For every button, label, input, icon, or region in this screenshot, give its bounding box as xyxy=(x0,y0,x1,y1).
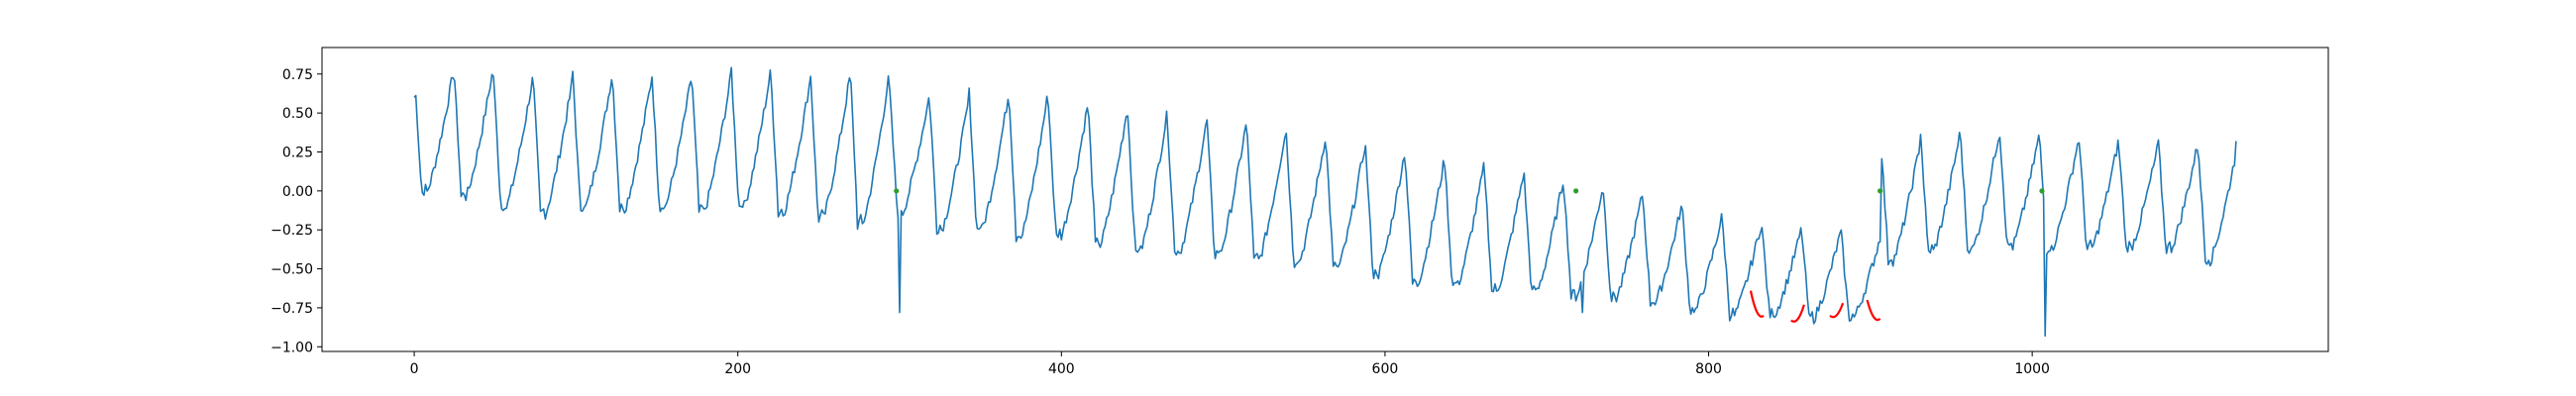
highlighted-minimum-segment xyxy=(1749,290,1765,318)
x-tick-label: 600 xyxy=(1372,361,1399,377)
series-layer xyxy=(413,66,2237,338)
x-axis: 0 200 400 600 800 1000 xyxy=(410,351,2050,377)
highlighted-minimum-segment xyxy=(1866,299,1881,322)
plot-area xyxy=(322,48,2328,351)
axes-frame xyxy=(321,47,2329,352)
y-tick-label: 0.50 xyxy=(282,106,313,122)
x-tick-label: 400 xyxy=(1048,361,1075,377)
plot-background xyxy=(322,48,2328,351)
highlighted-minimum-segment xyxy=(1790,304,1805,323)
green-marker-point xyxy=(2039,188,2045,194)
y-tick-label: 0.00 xyxy=(282,184,313,200)
highlighted-minimum-segment xyxy=(1829,302,1845,319)
x-tick-label: 800 xyxy=(1695,361,1722,377)
y-tick-label: −1.00 xyxy=(270,340,313,355)
marker-layer xyxy=(894,188,2045,323)
y-tick-label: 0.25 xyxy=(282,145,313,160)
y-tick-label: −0.75 xyxy=(270,301,313,317)
x-tick-label: 0 xyxy=(410,361,419,377)
y-axis: 0.75 0.50 0.25 0.00 −0.25 −0.50 −0.75 −1.00 xyxy=(270,67,322,355)
green-marker-point xyxy=(1573,188,1579,194)
y-tick-label: 0.75 xyxy=(282,67,313,83)
green-marker-point xyxy=(1878,188,1883,194)
green-marker-point xyxy=(894,188,900,194)
y-tick-label: −0.25 xyxy=(270,223,313,239)
x-tick-label: 200 xyxy=(724,361,751,377)
y-tick-label: −0.50 xyxy=(270,262,313,278)
signal-series-line xyxy=(413,66,2237,338)
x-tick-label: 1000 xyxy=(2014,361,2050,377)
